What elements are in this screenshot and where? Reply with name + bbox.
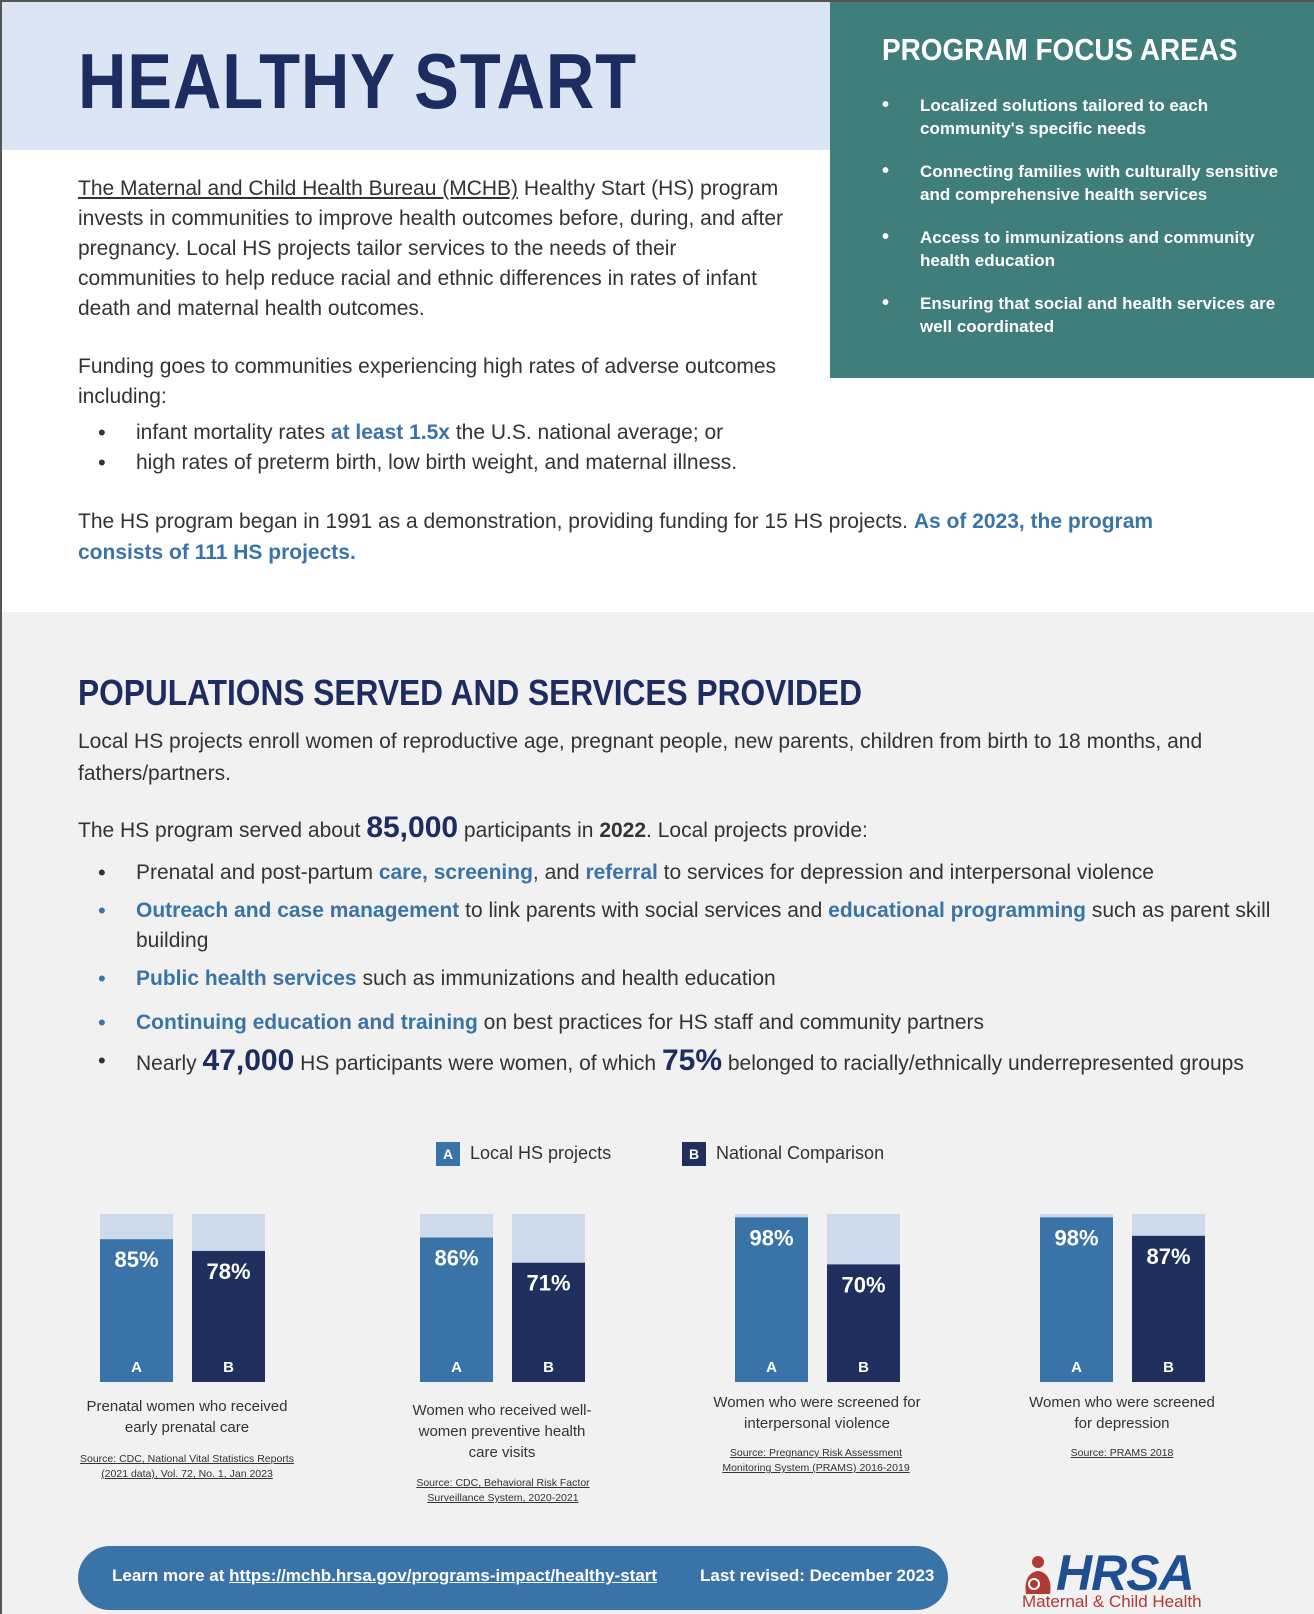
- bar-series-letter: A: [131, 1359, 142, 1376]
- mchb-link[interactable]: The Maternal and Child Health Bureau (MC…: [78, 177, 519, 200]
- legend-a-label: Local HS projects: [470, 1142, 612, 1163]
- service-item: Public health services such as immunizat…: [78, 964, 1278, 994]
- focus-area-item: Ensuring that social and health services…: [882, 292, 1282, 338]
- service-item: Continuing education and training on bes…: [78, 1008, 1278, 1038]
- women-count: 47,000: [202, 1044, 295, 1077]
- legend-b-label: National Comparison: [716, 1142, 885, 1163]
- page-border-top: [0, 0, 1314, 2]
- legend-b-swatch: B: [682, 1142, 706, 1166]
- bar-b: [1132, 1235, 1205, 1382]
- bar-value-label: 71%: [526, 1271, 570, 1296]
- focus-area-item: Access to immunizations and community he…: [882, 226, 1282, 272]
- bar-series-letter: A: [766, 1359, 777, 1376]
- bar-value-label: 98%: [1054, 1225, 1098, 1250]
- chart-group-label: Women who were screened for depression: [1029, 1394, 1215, 1432]
- hrsa-logo: HRSA Maternal & Child Health: [1018, 1545, 1258, 1614]
- service-item: Outreach and case management to link par…: [78, 896, 1278, 956]
- bar-series-letter: B: [858, 1359, 869, 1376]
- served-year: 2022: [599, 819, 647, 842]
- legend-a-swatch: A: [436, 1142, 460, 1166]
- mother-child-icon: [1025, 1556, 1051, 1594]
- service-item: Nearly 47,000 HS participants were women…: [78, 1046, 1278, 1079]
- chart-source-note: Source: CDC, National Vital Statistics R…: [80, 1453, 294, 1480]
- bar-series-letter: A: [1071, 1359, 1082, 1376]
- bar-value-label: 85%: [114, 1247, 158, 1272]
- funding-paragraph: Funding goes to communities experiencing…: [78, 355, 777, 408]
- intro-paragraph: The Maternal and Child Health Bureau (MC…: [78, 174, 798, 324]
- served-paragraph: The HS program served about 85,000 parti…: [78, 811, 868, 844]
- bar-b: [512, 1262, 585, 1382]
- learn-more-link[interactable]: https://mchb.hrsa.gov/programs-impact/he…: [229, 1566, 658, 1585]
- focus-areas-title: PROGRAM FOCUS AREAS: [882, 32, 1238, 67]
- populations-section-title: POPULATIONS SERVED AND SERVICES PROVIDED: [78, 672, 862, 713]
- populations-section-background: [2, 612, 1314, 1614]
- page-border-left: [0, 0, 2, 1614]
- title-band: HEALTHY START: [2, 2, 830, 150]
- bar-a: [420, 1237, 493, 1382]
- participants-count: 85,000: [366, 811, 459, 844]
- history-paragraph: The HS program began in 1991 as a demons…: [78, 510, 1154, 564]
- page-title: HEALTHY START: [78, 37, 637, 125]
- bar-a: [735, 1217, 808, 1382]
- chart-source-note: Source: Pregnancy Risk Assessment Monito…: [722, 1447, 910, 1474]
- focus-areas-list: Localized solutions tailored to each com…: [882, 94, 1282, 358]
- logo-subtitle: Maternal & Child Health: [1022, 1592, 1202, 1611]
- chart-group-label: Prenatal women who received early prenat…: [86, 1398, 288, 1436]
- hrsa-wordmark: HRSA: [1056, 1545, 1195, 1601]
- last-revised: Last revised: December 2023: [700, 1566, 935, 1585]
- funding-criterion: infant mortality rates at least 1.5x the…: [78, 418, 838, 448]
- chart-source-note: Source: PRAMS 2018: [1070, 1447, 1174, 1459]
- bar-series-letter: B: [543, 1359, 554, 1376]
- bar-value-label: 98%: [749, 1225, 793, 1250]
- bar-value-label: 87%: [1146, 1244, 1190, 1269]
- footer-banner: Learn more at https://mchb.hrsa.gov/prog…: [78, 1546, 948, 1610]
- program-focus-areas-box: PROGRAM FOCUS AREAS Localized solutions …: [830, 2, 1314, 378]
- bar-a: [100, 1239, 173, 1382]
- comparison-bar-chart: 85% A 78% B 86% A 71% B 98% A 70% B 98% A 87% B: [100, 1214, 1205, 1382]
- enrollment-paragraph: Local HS projects enroll women of reprod…: [78, 730, 1203, 785]
- chart-group-label: Women who were screened for interpersona…: [713, 1394, 921, 1432]
- underrepresented-percent: 75%: [661, 1044, 722, 1077]
- history-highlight: As of 2023, the program consists of 111 …: [78, 510, 1154, 564]
- bar-value-label: 78%: [206, 1259, 250, 1284]
- funding-criteria-list: infant mortality rates at least 1.5x the…: [78, 418, 838, 478]
- legend-national: B National Comparison: [682, 1142, 884, 1166]
- services-list: Prenatal and post-partum care, screening…: [78, 858, 1278, 1087]
- bar-series-letter: B: [223, 1359, 234, 1376]
- chart-group-label: Women who received well-women preventive…: [412, 1402, 592, 1461]
- intro-text: Healthy Start (HS) program invests in co…: [78, 177, 784, 320]
- focus-area-item: Connecting families with culturally sens…: [882, 160, 1282, 206]
- bar-series-letter: A: [451, 1359, 462, 1376]
- bar-b: [827, 1264, 900, 1382]
- legend-local-hs: A Local HS projects: [436, 1142, 611, 1166]
- bar-value-label: 70%: [841, 1272, 885, 1297]
- bar-b: [192, 1250, 265, 1382]
- service-item: Prenatal and post-partum care, screening…: [78, 858, 1278, 888]
- bar-a: [1040, 1217, 1113, 1382]
- chart-source-note: Source: CDC, Behavioral Risk Factor Surv…: [416, 1477, 590, 1504]
- bar-value-label: 86%: [434, 1246, 478, 1271]
- learn-more-text: Learn more at https://mchb.hrsa.gov/prog…: [112, 1566, 658, 1585]
- focus-area-item: Localized solutions tailored to each com…: [882, 94, 1282, 140]
- bar-series-letter: B: [1163, 1359, 1174, 1376]
- funding-criterion: high rates of preterm birth, low birth w…: [78, 448, 838, 478]
